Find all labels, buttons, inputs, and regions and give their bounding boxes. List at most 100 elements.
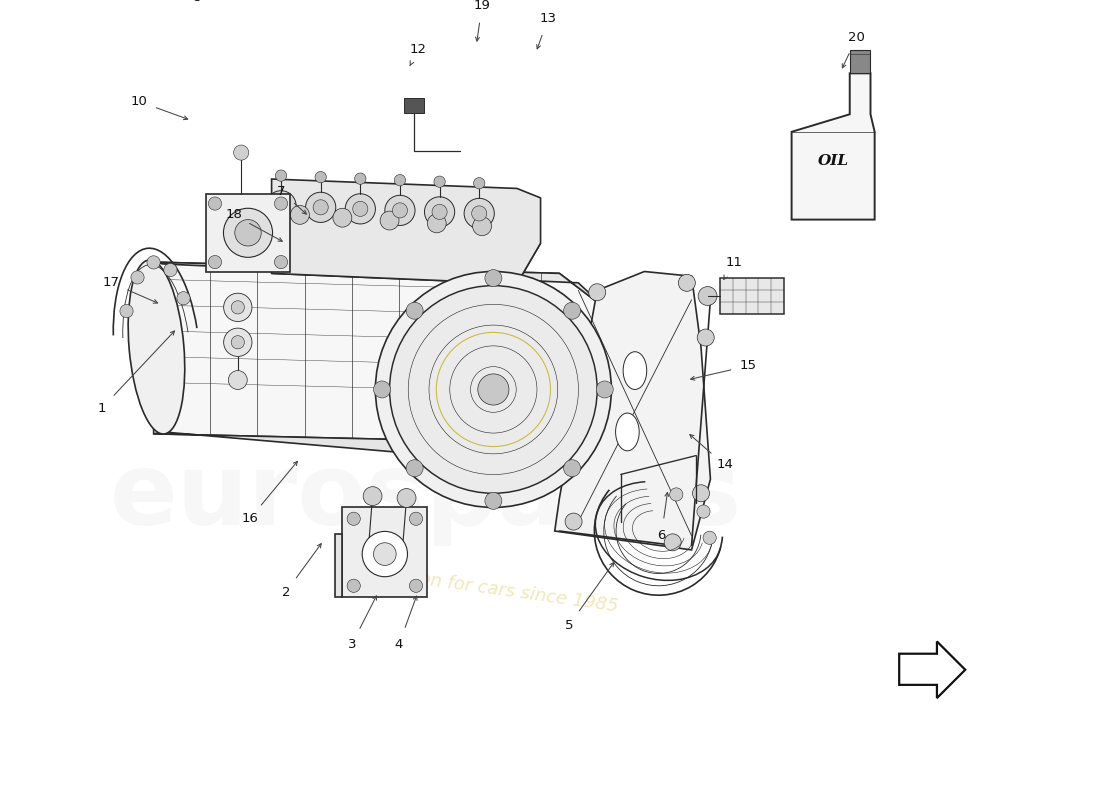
Text: 10: 10 [131,95,147,108]
Circle shape [314,200,328,215]
Circle shape [565,513,582,530]
Circle shape [473,217,492,236]
Circle shape [679,274,695,291]
Circle shape [464,198,494,229]
Circle shape [381,211,399,230]
Circle shape [275,170,287,182]
Circle shape [596,381,613,398]
Circle shape [472,206,487,221]
Text: 12: 12 [409,43,427,56]
Circle shape [274,197,287,210]
Circle shape [474,178,485,189]
Circle shape [208,197,221,210]
Text: 7: 7 [277,185,285,198]
Text: 4: 4 [395,638,404,650]
Text: 13: 13 [540,12,557,25]
Polygon shape [404,98,425,113]
Text: a passion for cars since 1985: a passion for cars since 1985 [356,562,619,616]
Circle shape [397,489,416,507]
Circle shape [363,486,382,506]
Text: 1: 1 [98,402,106,415]
Circle shape [164,263,177,277]
Circle shape [333,208,352,227]
Circle shape [425,197,454,227]
Ellipse shape [616,413,639,451]
Text: 8: 8 [191,0,200,4]
Circle shape [477,374,509,405]
Circle shape [131,271,144,284]
Circle shape [177,292,190,305]
Circle shape [485,492,502,510]
Text: 11: 11 [726,255,742,269]
Text: 6: 6 [657,530,665,542]
Circle shape [231,336,244,349]
Polygon shape [719,278,784,314]
Circle shape [374,381,390,398]
Circle shape [432,204,447,219]
Polygon shape [334,534,342,597]
Circle shape [375,271,612,507]
Circle shape [362,531,407,577]
Circle shape [703,531,716,544]
Circle shape [290,206,309,224]
Circle shape [223,294,252,322]
Circle shape [147,256,161,269]
Polygon shape [342,507,427,597]
Circle shape [315,171,327,182]
Circle shape [223,328,252,357]
Circle shape [274,198,288,214]
Circle shape [208,255,221,269]
Polygon shape [272,236,540,284]
Circle shape [409,579,422,592]
Circle shape [231,301,244,314]
Text: eurospares: eurospares [109,450,741,546]
Polygon shape [272,179,540,284]
Polygon shape [154,432,606,489]
Circle shape [406,302,424,319]
Circle shape [563,302,581,319]
Circle shape [485,270,502,286]
Circle shape [274,255,287,269]
Circle shape [223,208,273,258]
Circle shape [234,219,261,246]
Circle shape [348,579,361,592]
Circle shape [345,194,375,224]
Circle shape [664,534,681,551]
Text: 19: 19 [474,0,491,12]
Circle shape [374,542,396,566]
Circle shape [354,173,366,184]
Circle shape [409,512,422,526]
Circle shape [266,190,296,221]
Text: 16: 16 [242,512,258,526]
Circle shape [353,202,367,216]
Polygon shape [849,50,870,74]
Circle shape [693,485,710,502]
Circle shape [697,505,711,518]
Circle shape [229,370,248,390]
Ellipse shape [128,260,185,434]
Circle shape [433,176,446,187]
Circle shape [670,488,683,501]
Text: 3: 3 [348,638,356,650]
Circle shape [120,305,133,318]
Text: 5: 5 [564,619,573,632]
Text: 20: 20 [848,31,866,44]
Text: OIL: OIL [817,154,849,168]
Circle shape [394,174,406,186]
Circle shape [588,284,606,301]
Polygon shape [154,262,606,310]
Polygon shape [792,74,875,219]
Circle shape [348,512,361,526]
Circle shape [233,145,249,160]
Polygon shape [154,262,606,489]
Circle shape [427,214,447,233]
Text: 18: 18 [226,208,242,222]
Ellipse shape [623,352,647,390]
Circle shape [406,460,424,477]
Ellipse shape [130,265,184,430]
Text: 14: 14 [716,458,733,471]
Circle shape [563,460,581,477]
Text: 2: 2 [282,586,290,599]
Circle shape [697,329,714,346]
Circle shape [385,195,415,226]
